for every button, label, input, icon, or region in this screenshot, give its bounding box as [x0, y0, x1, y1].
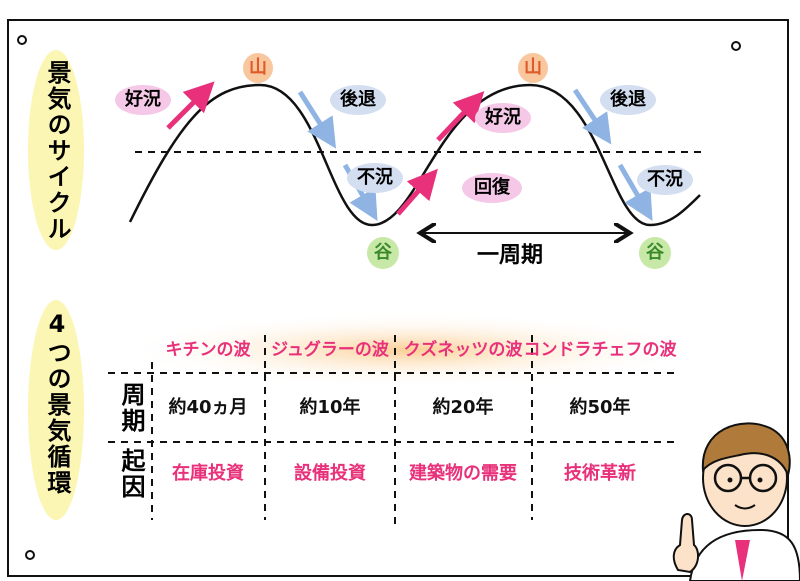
pin — [25, 550, 35, 560]
pin — [731, 41, 741, 51]
peak-label: 山 — [249, 57, 267, 78]
cell: 在庫投資 — [172, 462, 244, 484]
cell: 約40ヵ月 — [168, 396, 247, 418]
cell: 約50年 — [569, 396, 630, 418]
column-header: ジュグラーの波 — [271, 339, 390, 360]
row-label: 起因 — [117, 448, 146, 500]
recovery-label: 回復 — [474, 176, 511, 198]
header-glow — [120, 312, 700, 388]
boom-label: 好況 — [124, 88, 161, 110]
trough-label: 谷 — [374, 242, 393, 263]
cell: 約10年 — [299, 396, 360, 418]
cycle-title: 景気のサイクル — [43, 60, 71, 242]
column-header: キチンの波 — [166, 339, 252, 360]
row-label: 周期 — [117, 382, 145, 434]
recession-label: 後退 — [610, 88, 646, 110]
period-label: 一周期 — [477, 243, 543, 268]
table-lines — [108, 335, 680, 530]
recession-label: 後退 — [340, 88, 376, 110]
trough-label: 谷 — [646, 242, 665, 263]
cell: 建築物の需要 — [409, 462, 517, 484]
title-highlight — [28, 300, 84, 520]
depression-label: 不況 — [357, 166, 393, 188]
pin — [17, 35, 27, 45]
title-highlight — [28, 50, 84, 250]
column-header: コンドラチェフの波 — [524, 339, 678, 360]
cell: 技術革新 — [564, 462, 636, 484]
column-header: クズネッツの波 — [404, 339, 524, 360]
waves-title: 4つの景気循環 — [43, 310, 71, 496]
up-arrows — [166, 81, 485, 216]
cell: 約20年 — [432, 396, 493, 418]
peak-label: 山 — [524, 57, 542, 78]
cell: 設備投資 — [294, 462, 366, 484]
presenter — [672, 422, 800, 581]
boom-label: 好況 — [484, 106, 521, 128]
depression-label: 不況 — [647, 168, 683, 190]
